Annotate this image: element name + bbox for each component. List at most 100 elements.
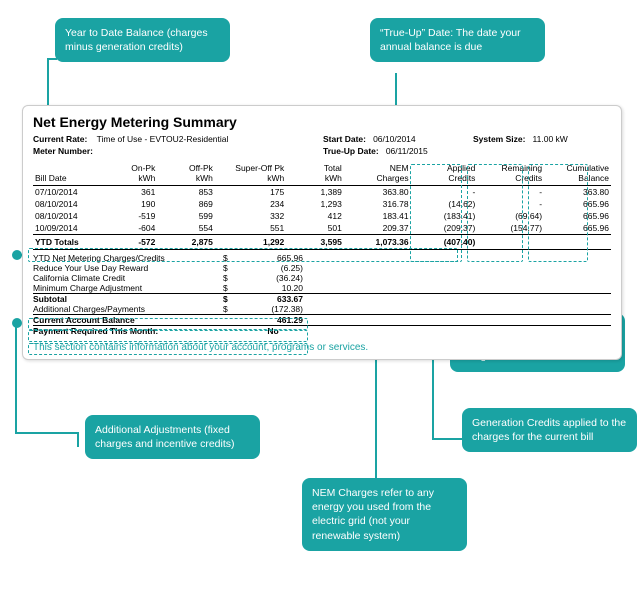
- cell: 3,595: [286, 235, 344, 250]
- summary-label: Minimum Charge Adjustment: [33, 283, 223, 293]
- callout-text: Year to Date Balance (charges minus gene…: [65, 27, 208, 53]
- cell: 412: [286, 210, 344, 222]
- cell: [477, 235, 544, 250]
- cell: 599: [157, 210, 215, 222]
- col-header-text: Super-Off Pk: [235, 163, 284, 173]
- col-header: TotalkWh: [286, 162, 344, 186]
- meta-row-1: Current Rate: Time of Use - EVTOU2-Resid…: [33, 134, 611, 146]
- col-header-text: Bill Date: [35, 173, 67, 183]
- callout-text: NEM Charges refer to any energy you used…: [312, 487, 434, 542]
- table-row: 08/10/2014 -519 599 332 412 183.41 (183.…: [33, 210, 611, 222]
- col-header: RemainingCredits: [477, 162, 544, 186]
- cell: (14.62): [411, 198, 478, 210]
- col-header-text: Cumulative: [566, 163, 609, 173]
- cell: 08/10/2014: [33, 210, 100, 222]
- col-header-sub: kWh: [159, 173, 213, 183]
- cell: 1,389: [286, 186, 344, 199]
- col-header-sub: Credits: [413, 173, 476, 183]
- col-header: Bill Date: [33, 162, 100, 186]
- meta-value: Time of Use - EVTOU2-Residential: [97, 134, 229, 144]
- cell: 869: [157, 198, 215, 210]
- connector-line: [17, 432, 79, 434]
- summary-row: Reduce Your Use Day Reward$(6.25): [33, 263, 611, 273]
- summary-row: California Climate Credit$(36.24): [33, 273, 611, 283]
- meta-value: 11.00 kW: [533, 134, 568, 144]
- bill-panel: Net Energy Metering Summary Current Rate…: [22, 105, 622, 360]
- cell: YTD Totals: [33, 235, 100, 250]
- summary-label: California Climate Credit: [33, 273, 223, 283]
- meta-label: System Size:: [473, 134, 525, 144]
- connector-line: [77, 432, 79, 447]
- col-header-text: On-Pk: [131, 163, 155, 173]
- col-header: CumulativeBalance: [544, 162, 611, 186]
- meta-row-2: Meter Number: True-Up Date: 06/11/2015: [33, 146, 611, 158]
- connector-line: [432, 438, 464, 440]
- cell: 316.78: [344, 198, 411, 210]
- subtotal-row: Subtotal$633.67: [33, 293, 611, 304]
- cell: (154.77): [477, 222, 544, 235]
- meta-label: True-Up Date:: [323, 146, 379, 156]
- balance-row: Current Account Balance461.29: [33, 314, 611, 326]
- summary-value: 633.67: [243, 294, 303, 304]
- cell: [544, 235, 611, 250]
- currency: $: [223, 273, 243, 283]
- spacer: [223, 326, 243, 336]
- callout-adj: Additional Adjustments (fixed charges an…: [85, 415, 260, 459]
- currency: $: [223, 294, 243, 304]
- cell: 08/10/2014: [33, 198, 100, 210]
- summary-value: 665.96: [243, 253, 303, 263]
- meta-label: Current Rate:: [33, 134, 87, 144]
- col-header-text: NEM: [390, 163, 409, 173]
- col-header: On-PkkWh: [100, 162, 158, 186]
- col-header-text: Remaining: [501, 163, 542, 173]
- cell: -: [477, 198, 544, 210]
- account-note: This section contains information about …: [33, 342, 611, 353]
- summary-label: Additional Charges/Payments: [33, 304, 223, 314]
- col-header-text: Applied: [447, 163, 475, 173]
- callout-trueup: “True-Up” Date: The date your annual bal…: [370, 18, 545, 62]
- cell: -: [477, 186, 544, 199]
- summary-label: Payment Required This Month:: [33, 326, 223, 336]
- cell: 1,293: [286, 198, 344, 210]
- currency: $: [223, 263, 243, 273]
- cell: 07/10/2014: [33, 186, 100, 199]
- table-body: 07/10/2014 361 853 175 1,389 363.80 - - …: [33, 186, 611, 250]
- connector-line: [47, 58, 57, 60]
- summary-row: Minimum Charge Adjustment$10.20: [33, 283, 611, 293]
- cell: 234: [215, 198, 286, 210]
- cell: 501: [286, 222, 344, 235]
- callout-nem: NEM Charges refer to any energy you used…: [302, 478, 467, 551]
- summary-row: YTD Net Metering Charges/Credits$665.96: [33, 253, 611, 263]
- cell: 363.80: [544, 186, 611, 199]
- col-header: NEMCharges: [344, 162, 411, 186]
- col-header-sub: Balance: [546, 173, 609, 183]
- cell: 1,073.36: [344, 235, 411, 250]
- col-header-sub: kWh: [217, 173, 284, 183]
- summary-value: No: [243, 326, 303, 336]
- meta-label: Start Date:: [323, 134, 366, 144]
- meta-value: 06/10/2014: [373, 134, 416, 144]
- cell: 363.80: [344, 186, 411, 199]
- summary-value: 10.20: [243, 283, 303, 293]
- table-row: 08/10/2014 190 869 234 1,293 316.78 (14.…: [33, 198, 611, 210]
- cell: 665.96: [544, 198, 611, 210]
- currency: $: [223, 304, 243, 314]
- summary-label: Current Account Balance: [33, 315, 223, 325]
- col-header: Off-PkkWh: [157, 162, 215, 186]
- summary-value: (6.25): [243, 263, 303, 273]
- connector-dot: [12, 318, 22, 328]
- cell: 665.96: [544, 210, 611, 222]
- cell: (209.37): [411, 222, 478, 235]
- currency: $: [223, 283, 243, 293]
- cell: 1,292: [215, 235, 286, 250]
- meta-label: Meter Number:: [33, 146, 93, 156]
- cell: 554: [157, 222, 215, 235]
- col-header-text: Off-Pk: [189, 163, 213, 173]
- table-row: 10/09/2014 -604 554 551 501 209.37 (209.…: [33, 222, 611, 235]
- col-header-text: Total: [324, 163, 342, 173]
- cell: 332: [215, 210, 286, 222]
- callout-text: “True-Up” Date: The date your annual bal…: [380, 27, 521, 53]
- cell: -519: [100, 210, 158, 222]
- payment-required-row: Payment Required This Month: No: [33, 326, 611, 336]
- ytd-totals-row: YTD Totals -572 2,875 1,292 3,595 1,073.…: [33, 235, 611, 250]
